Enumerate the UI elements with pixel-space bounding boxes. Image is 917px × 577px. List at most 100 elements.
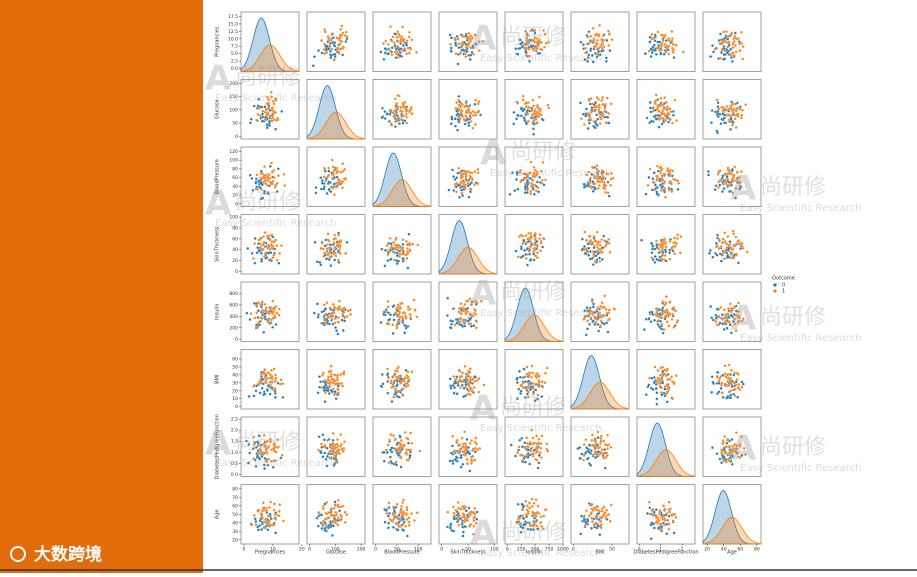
scatter-dot xyxy=(257,508,261,512)
scatter-dot xyxy=(517,445,521,449)
scatter-dot xyxy=(269,243,273,247)
scatter-dot xyxy=(272,102,276,106)
panel-frame xyxy=(438,11,498,72)
scatter-dot xyxy=(605,96,609,100)
scatter-dot xyxy=(526,390,530,394)
scatter-dot xyxy=(671,397,674,401)
scatter-dot xyxy=(654,47,657,51)
scatter-dot xyxy=(261,109,265,113)
scatter-dot xyxy=(275,190,279,193)
scatter-dot xyxy=(606,433,609,437)
scatter-dot xyxy=(717,379,721,383)
scatter-dot xyxy=(718,457,722,461)
scatter-dot xyxy=(456,317,459,321)
scatter-dot xyxy=(392,374,396,377)
scatter-dot xyxy=(728,379,732,383)
scatter-dot xyxy=(268,322,272,326)
scatter-dot xyxy=(672,241,676,245)
scatter-dot xyxy=(266,528,270,532)
scatter-dot xyxy=(326,439,329,442)
scatter-dot xyxy=(405,513,408,516)
scatter-dot xyxy=(642,328,646,331)
scatter-dot xyxy=(462,307,466,310)
scatter-dot xyxy=(653,102,657,106)
scatter-dot xyxy=(653,255,657,258)
scatter-dot xyxy=(665,391,669,395)
scatter-dot xyxy=(674,374,678,378)
scatter-dot xyxy=(721,241,725,245)
scatter-dot xyxy=(654,313,658,317)
scatter-dot xyxy=(388,318,392,321)
scatter-dot xyxy=(391,332,395,335)
scatter-dot xyxy=(328,255,332,259)
scatter-dot xyxy=(745,250,749,254)
scatter-dot xyxy=(606,115,610,119)
scatter-dot xyxy=(524,375,527,379)
scatter-dot xyxy=(408,30,411,34)
scatter-dot xyxy=(278,252,282,255)
scatter-dot xyxy=(399,245,402,249)
scatter-dot xyxy=(659,327,663,330)
scatter-dot xyxy=(540,380,544,383)
scatter-dot xyxy=(717,247,721,250)
scatter-dot xyxy=(531,179,535,182)
scatter-dot xyxy=(469,322,473,326)
scatter-dot xyxy=(410,441,414,445)
scatter-dot xyxy=(737,37,740,40)
scatter-dot xyxy=(719,245,723,248)
scatter-dot xyxy=(461,530,465,534)
scatter-dot xyxy=(264,526,268,530)
scatter-dot xyxy=(253,517,257,521)
scatter-dot xyxy=(403,430,407,434)
scatter-dot xyxy=(607,317,611,321)
scatter-dot xyxy=(267,245,271,248)
scatter-dot xyxy=(383,264,387,268)
scatter-dot xyxy=(256,113,260,116)
scatter-dot xyxy=(457,103,461,107)
scatter-dot xyxy=(401,259,405,263)
scatter-dot xyxy=(333,193,336,197)
scatter-dot xyxy=(395,251,399,255)
scatter-dot xyxy=(273,380,277,383)
scatter-dot xyxy=(660,308,664,312)
scatter-dot xyxy=(607,43,611,47)
scatter-dot xyxy=(398,252,402,256)
scatter-dot xyxy=(395,394,399,398)
scatter-dot xyxy=(598,45,602,49)
scatter-dot xyxy=(520,41,524,44)
scatter-dot xyxy=(521,242,524,246)
scatter-dot xyxy=(388,112,392,116)
scatter-dot xyxy=(587,99,591,102)
scatter-dot xyxy=(269,500,273,504)
scatter-dot xyxy=(723,231,727,235)
scatter-dot xyxy=(737,383,741,386)
scatter-dot xyxy=(595,113,599,117)
scatter-dot xyxy=(607,241,611,245)
scatter-dot xyxy=(543,32,547,36)
scatter-dot xyxy=(608,49,612,53)
scatter-dot xyxy=(333,503,337,507)
scatter-dot xyxy=(525,504,529,508)
scatter-dot xyxy=(659,245,663,249)
scatter-dot xyxy=(406,370,410,374)
scatter-dot xyxy=(402,529,405,532)
scatter-dot xyxy=(593,525,596,529)
scatter-dot xyxy=(255,118,258,122)
scatter-dot xyxy=(395,262,399,265)
scatter-dot xyxy=(406,437,410,441)
scatter-dot xyxy=(449,122,453,126)
scatter-dot xyxy=(349,312,353,316)
scatter-dot xyxy=(263,392,267,396)
scatter-dot xyxy=(342,372,346,376)
scatter-dot xyxy=(536,504,540,508)
scatter-dot xyxy=(667,37,671,40)
scatter-dot xyxy=(458,105,462,109)
scatter-dot xyxy=(609,445,613,449)
scatter-dot xyxy=(540,178,544,182)
scatter-dot xyxy=(446,296,450,300)
scatter-dot xyxy=(410,112,414,116)
scatter-dot xyxy=(656,315,660,319)
scatter-dot xyxy=(280,109,284,113)
scatter-dot xyxy=(321,433,325,437)
scatter-dot xyxy=(473,450,477,454)
